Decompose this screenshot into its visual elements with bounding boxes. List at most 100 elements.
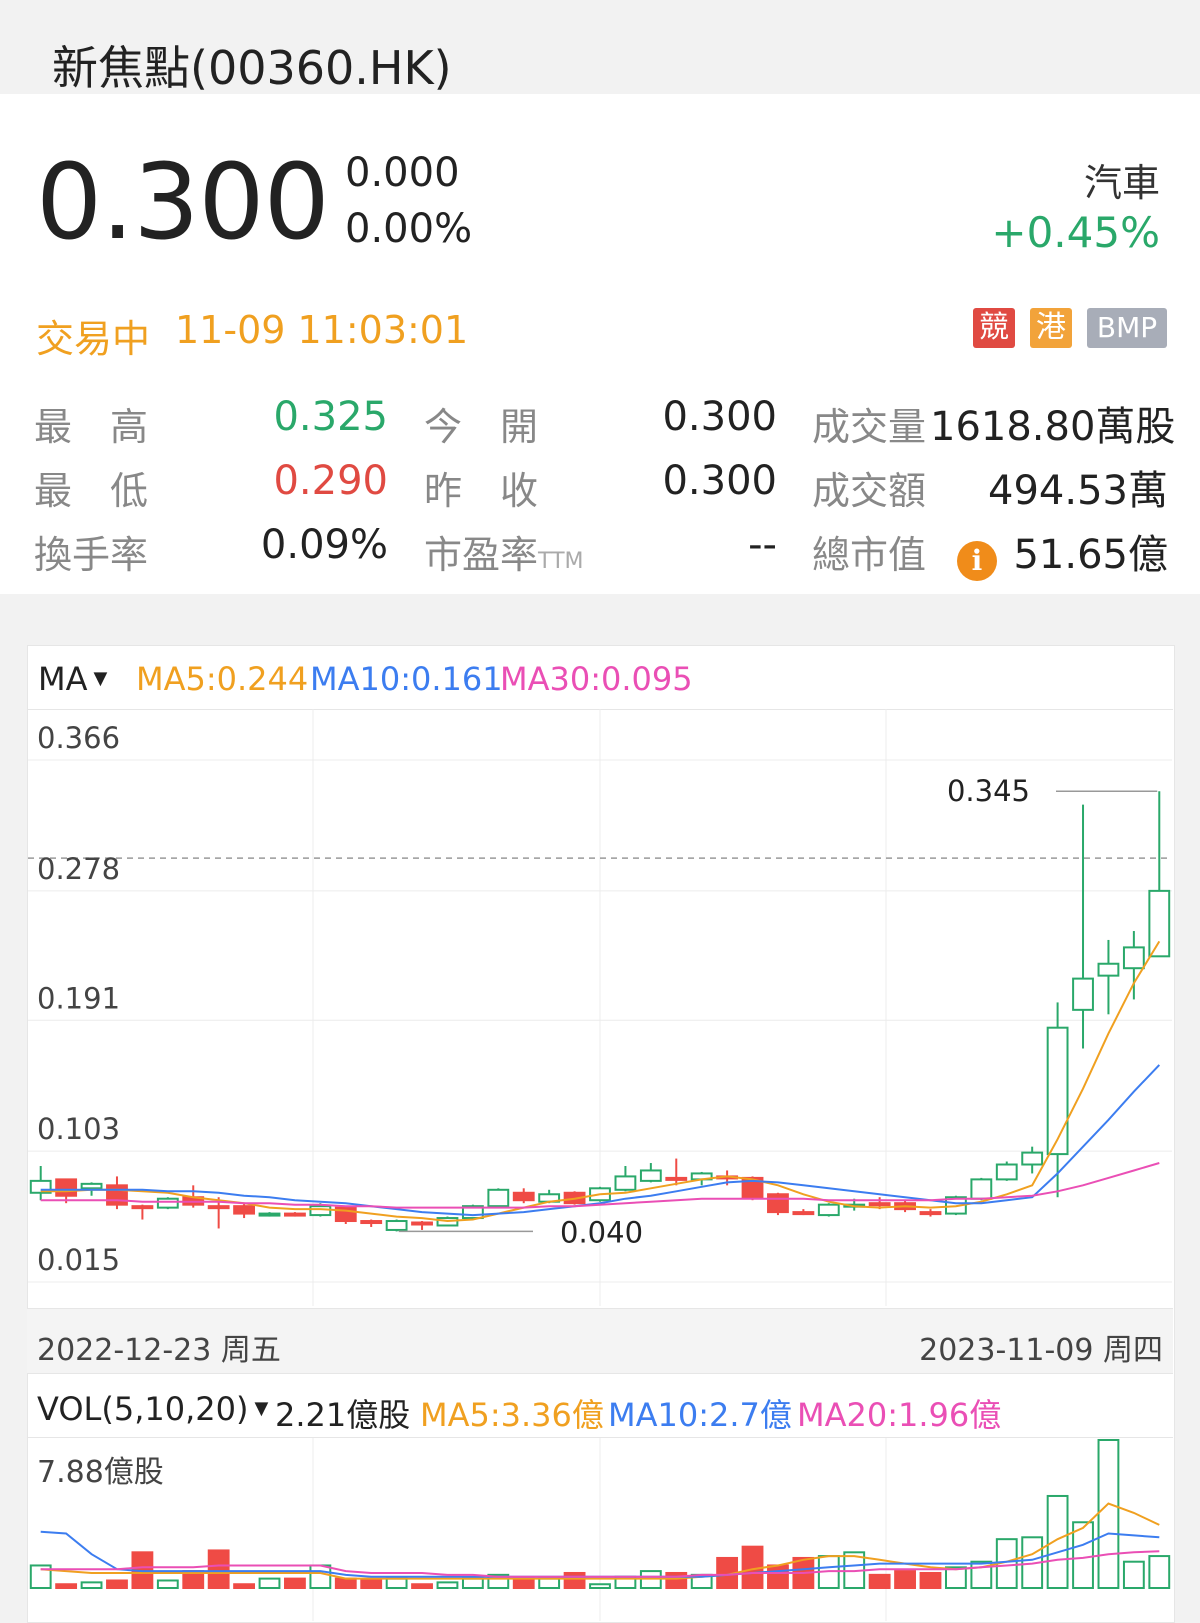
candle <box>1021 1146 1044 1174</box>
candle-body <box>309 1205 332 1217</box>
candle <box>665 1158 688 1186</box>
candle <box>919 1209 942 1217</box>
date-end: 2023-11-09 周四 <box>919 1333 1163 1368</box>
volume-bar <box>538 1577 561 1589</box>
ma10-line <box>40 1064 1161 1217</box>
volume-bar <box>258 1577 281 1589</box>
vol-ma20-label: MA20:1.96億 <box>797 1396 1002 1434</box>
vol-ma10-label: MA10:2.7億 <box>608 1396 792 1434</box>
candle <box>614 1166 637 1192</box>
candle-body <box>1097 962 1120 977</box>
high-mark-label: 0.345 <box>947 774 1030 808</box>
volume-bar <box>80 1581 103 1589</box>
candle-body <box>995 1163 1018 1181</box>
date-axis-bar <box>27 1308 1173 1374</box>
volume-current: 2.21億股 <box>275 1396 411 1434</box>
candle-body <box>1148 889 1171 958</box>
pe-value: -- <box>748 522 777 568</box>
candle-body <box>1021 1151 1044 1166</box>
open-value: 0.300 <box>662 394 777 440</box>
low-value: 0.290 <box>273 458 388 504</box>
volume-bar <box>55 1583 78 1589</box>
trading-status: 交易中 <box>36 317 151 361</box>
badge-bmp: BMP <box>1087 308 1167 348</box>
ma30-label: MA30:0.095 <box>500 660 693 698</box>
volume-bar <box>106 1579 128 1589</box>
market-cap-label: 總市值 <box>812 533 927 577</box>
candle <box>1097 939 1120 1015</box>
price-axis-labels: 0.366 0.278 0.191 0.103 0.015 0.345 0.040 <box>37 721 1158 1277</box>
turnover-value: 0.09% <box>260 522 388 568</box>
candle-body <box>55 1178 78 1197</box>
candle-body <box>919 1211 942 1216</box>
volume-label: 成交量 <box>812 405 927 449</box>
candle-body <box>970 1178 993 1200</box>
high-value: 0.325 <box>273 394 388 440</box>
candle-body <box>487 1188 510 1208</box>
volume-bar <box>1148 1555 1171 1589</box>
volume-bar <box>29 1564 52 1589</box>
candle-body <box>258 1212 281 1217</box>
candle <box>131 1204 154 1220</box>
y-tick-label: 0.103 <box>37 1112 120 1146</box>
candle <box>233 1203 256 1219</box>
pe-label: 市盈率TTM <box>424 533 584 577</box>
candle-body <box>29 1179 52 1194</box>
badge-auction: 競 <box>973 308 1015 348</box>
candle-body <box>360 1220 383 1225</box>
candle <box>1046 1002 1069 1198</box>
volume-bar <box>334 1577 357 1589</box>
candle-body <box>385 1220 408 1231</box>
volume-bar <box>512 1577 535 1589</box>
volume-bar <box>767 1564 789 1589</box>
sector-change: +0.45% <box>991 208 1160 257</box>
volume-ma-lines <box>40 1502 1160 1580</box>
candle <box>1122 931 1145 1000</box>
sector-name[interactable]: 汽車 <box>1083 161 1160 205</box>
candle-body <box>1072 977 1094 1011</box>
price-change-pct: 0.00% <box>345 206 473 252</box>
vol-ma20-line <box>40 1550 1160 1578</box>
candle <box>385 1219 408 1232</box>
volume-bar <box>944 1566 967 1589</box>
price-change: 0.000 <box>345 150 460 196</box>
caret-down-icon: ▼ <box>254 1398 269 1419</box>
volume-legend-bar <box>27 1373 1173 1438</box>
candle <box>639 1163 662 1183</box>
ma5-label: MA5:0.244 <box>136 660 309 698</box>
badge-hk: 港 <box>1030 308 1072 348</box>
candle-body <box>284 1212 306 1217</box>
candle-body <box>868 1202 891 1207</box>
caret-down-icon: ▼ <box>93 668 108 689</box>
open-label: 今 開 <box>424 405 539 449</box>
volume-bar <box>868 1573 891 1589</box>
low-mark-label: 0.040 <box>560 1215 643 1249</box>
high-label: 最 高 <box>34 405 149 449</box>
volume-bar <box>1122 1560 1145 1589</box>
volume-bar <box>589 1583 611 1589</box>
candle <box>284 1212 306 1217</box>
candle-body <box>767 1193 789 1214</box>
y-tick-label: 0.191 <box>37 981 120 1015</box>
candle <box>411 1221 433 1230</box>
last-price: 0.300 <box>36 141 330 263</box>
pe-ttm-suffix: TTM <box>538 549 584 574</box>
volume-bar <box>284 1577 306 1589</box>
ma-indicator-select[interactable]: MA ▼ <box>38 660 108 698</box>
ma10-label: MA10:0.161 <box>310 660 503 698</box>
candle-body <box>156 1197 179 1209</box>
y-tick-label: 0.278 <box>37 852 120 886</box>
candle <box>461 1204 484 1220</box>
volume-indicator-select[interactable]: VOL(5,10,20) ▼ <box>37 1390 269 1428</box>
low-label: 最 低 <box>34 469 149 513</box>
vol-ma5-label: MA5:3.36億 <box>420 1396 604 1434</box>
candle <box>29 1166 52 1201</box>
candle <box>995 1161 1018 1181</box>
candle-body <box>512 1191 535 1202</box>
info-icon[interactable]: i <box>957 541 997 581</box>
volume-bar <box>411 1583 433 1589</box>
candle-body <box>741 1176 764 1199</box>
candle-body <box>411 1221 433 1226</box>
candle-body <box>80 1182 103 1190</box>
